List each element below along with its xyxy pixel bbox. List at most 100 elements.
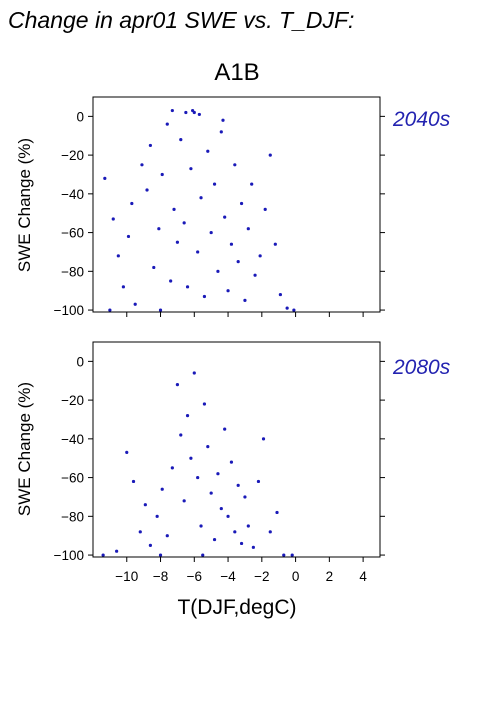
scatter-point: [216, 269, 220, 273]
scatter-point: [192, 371, 196, 375]
scatter-point: [169, 279, 173, 283]
y-ticks-2080s: 0 −20 −40 −60 −80 −100: [54, 354, 385, 563]
figure-title: Change in apr01 SWE vs. T_DJF:: [8, 7, 354, 33]
scatter-point: [185, 414, 190, 418]
scatter-point: [165, 122, 169, 126]
scatter-point: [148, 143, 152, 148]
scatter-point: [189, 167, 193, 171]
y-tick-label-2040s: −80: [61, 264, 84, 279]
x-ticks-2040s: [126, 312, 364, 317]
scatter-point: [170, 466, 174, 470]
scatter-point: [285, 306, 289, 310]
scatter-point: [196, 250, 200, 254]
scatter-point: [157, 227, 161, 231]
y-tick-label-2080s: 0: [76, 354, 84, 369]
y-axis-label-2080s: SWE Change (%): [15, 382, 34, 516]
scatter-point: [175, 240, 180, 244]
y-tick-label-2080s: −20: [61, 393, 84, 408]
x-tick-label-2080s: −10: [115, 569, 138, 584]
y-tick-label-2080s: −60: [61, 471, 84, 486]
scatter-point: [216, 472, 220, 476]
scatter-point: [226, 289, 230, 293]
scatter-point: [165, 534, 169, 538]
scatter-point: [199, 196, 203, 200]
scatter-point: [282, 553, 286, 557]
scatter-point: [191, 108, 195, 113]
scatter-point: [229, 242, 234, 246]
scatter-point: [275, 510, 279, 515]
scatter-point: [131, 479, 136, 484]
scenario-title: A1B: [214, 59, 259, 86]
x-tick-label-2080s: 0: [292, 569, 300, 584]
x-tick-label-2080s: −4: [220, 569, 236, 584]
scatter-point: [189, 456, 193, 460]
scatter-point: [182, 499, 186, 503]
scatter-point: [185, 285, 190, 289]
scatter-point: [121, 285, 125, 289]
scatter-point: [182, 221, 186, 225]
scatter-point: [209, 230, 213, 235]
scatter-point: [184, 110, 188, 115]
y-tick-label-2040s: −40: [61, 187, 84, 202]
y-axis-label-2040s: SWE Change (%): [15, 138, 34, 272]
scatter-point: [115, 549, 119, 553]
y-ticks-2040s: 0 −20 −40 −60 −80 −100: [54, 109, 385, 318]
scatter-point: [261, 437, 266, 441]
scatter-point: [253, 273, 257, 277]
scatter-point: [246, 524, 250, 528]
scatter-point: [170, 108, 174, 113]
scatter-point: [125, 450, 129, 455]
scatter-point: [196, 475, 200, 480]
scatter-point: [233, 163, 237, 167]
panel-label-2040s: 2040s: [392, 108, 451, 131]
scatter-point: [223, 427, 227, 431]
scatter-point: [226, 514, 230, 518]
scatter-point: [221, 118, 225, 122]
scatter-point: [143, 503, 147, 507]
scatter-point: [278, 292, 282, 297]
scatter-point: [202, 294, 207, 299]
scatter-point: [155, 514, 159, 518]
scatter-point: [256, 479, 261, 484]
scatter-point: [236, 260, 240, 264]
scatter-point: [160, 172, 164, 177]
points-2040s: [103, 108, 296, 312]
scatter-point: [140, 163, 144, 167]
scatter-point: [246, 227, 250, 231]
y-tick-label-2040s: −100: [54, 303, 84, 318]
scatter-point: [233, 530, 237, 534]
scatter-point: [160, 487, 164, 491]
y-tick-label-2080s: −100: [54, 548, 84, 563]
scatter-point: [229, 460, 234, 464]
panel-2040s: 0 −20 −40 −60 −80 −100 SWE Change (%) 2040s: [15, 96, 451, 318]
scatter-point: [223, 215, 227, 219]
scatter-point: [236, 483, 240, 487]
scatter-point: [133, 302, 137, 306]
scatter-point: [251, 545, 255, 549]
scatter-point: [273, 242, 277, 246]
scatter-point: [243, 495, 247, 499]
scatter-point: [179, 433, 183, 437]
scatter-point: [290, 553, 294, 557]
scatter-point: [148, 543, 152, 547]
y-tick-label-2080s: −40: [61, 432, 84, 447]
x-ticks-2080s: −10 −8 −6 −4 −2 0 2 4: [115, 557, 367, 584]
scatter-point: [126, 234, 131, 239]
scatter-point: [145, 188, 149, 192]
x-tick-label-2080s: 2: [326, 569, 334, 584]
x-tick-label-2080s: −8: [153, 569, 168, 584]
scatter-point: [212, 537, 217, 542]
scatter-point: [108, 308, 112, 312]
scatter-point: [103, 176, 107, 180]
scatter-point: [158, 308, 163, 312]
scatter-point: [239, 541, 244, 546]
scatter-point: [258, 254, 262, 258]
scatter-point: [201, 553, 205, 557]
y-tick-label-2080s: −80: [61, 509, 84, 524]
scatter-point: [212, 182, 217, 186]
scatter-point: [243, 298, 247, 302]
scatter-point: [175, 383, 180, 387]
x-tick-label-2080s: −2: [254, 569, 269, 584]
scatter-point: [239, 201, 244, 206]
